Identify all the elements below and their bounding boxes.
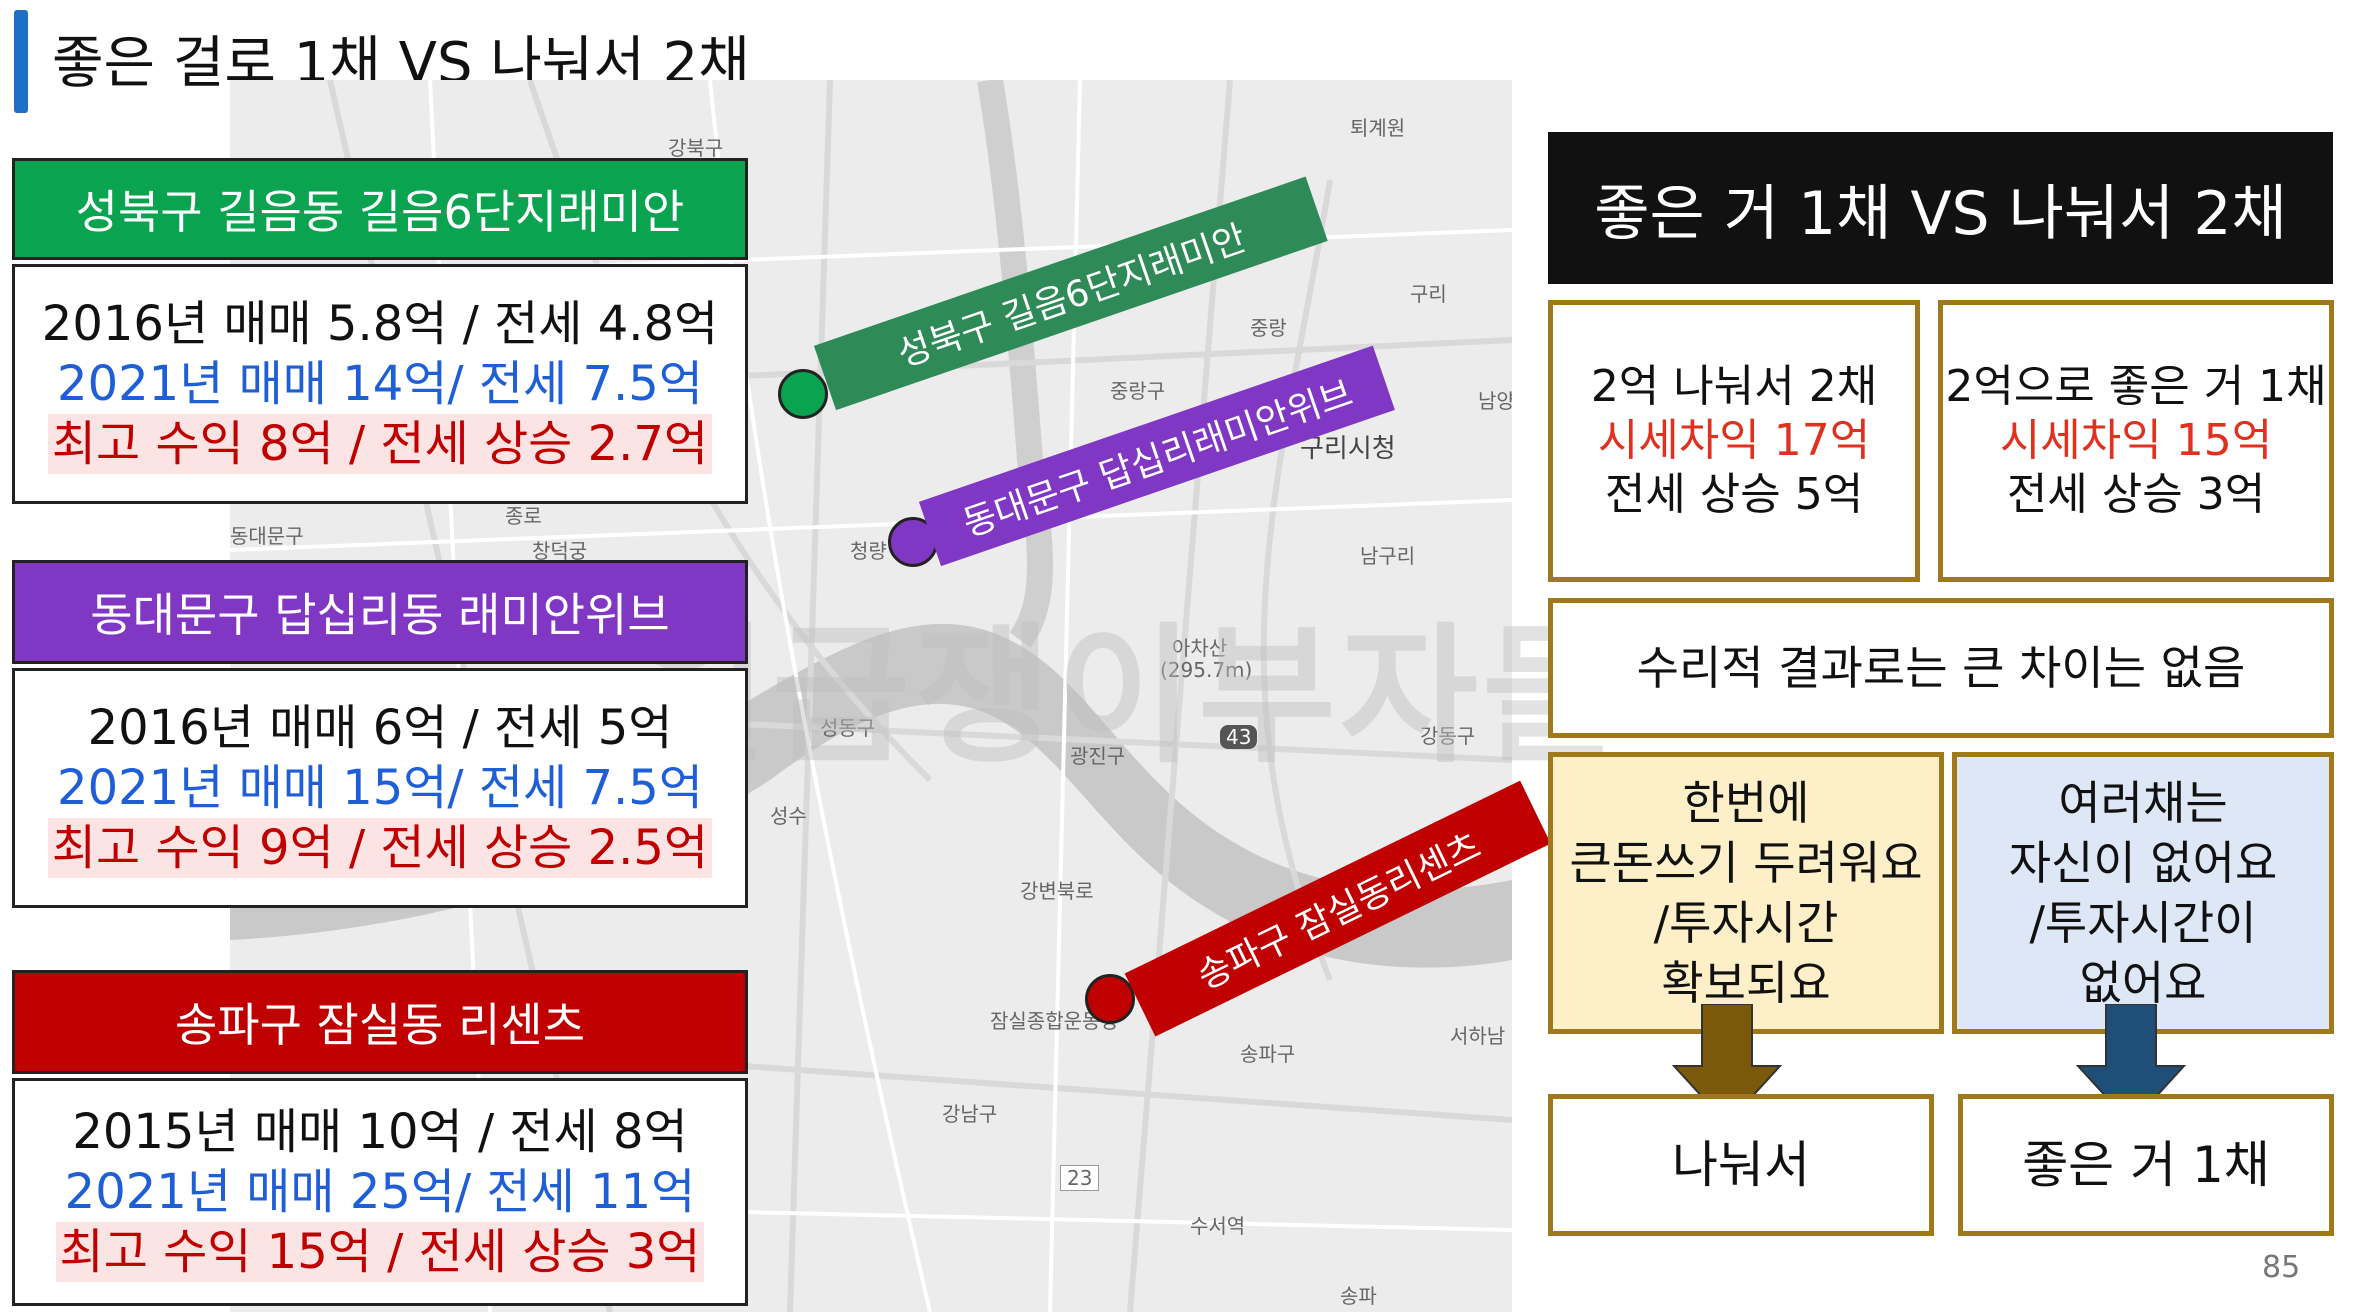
property-info-gileum: 2016년 매매 5.8억 / 전세 4.8억 2021년 매매 14억/ 전세… — [12, 264, 748, 504]
map-label: 성수 — [770, 804, 807, 828]
price-2016: 2016년 매매 5.8억 / 전세 4.8억 — [41, 296, 719, 352]
map-label: 서하남 — [1450, 1024, 1506, 1048]
price-2021: 2021년 매매 25억/ 전세 11억 — [64, 1164, 696, 1220]
one-line2: 시세차익 15억 — [1999, 415, 2273, 466]
split-line1: 2억 나눠서 2채 — [1590, 361, 1878, 412]
map-label: 동대문구 — [230, 524, 304, 548]
one-good-box: 2억으로 좋은 거 1채 시세차익 15억 전세 상승 3억 — [1938, 300, 2334, 582]
property-header-dapsimni: 동대문구 답십리동 래미안위브 — [12, 560, 748, 664]
map-label: 수서역 — [1190, 1214, 1246, 1238]
map-label: 성동구 — [820, 716, 876, 740]
max-profit: 최고 수익 9억 / 전세 상승 2.5억 — [47, 818, 713, 878]
reason-line4: 확보되요 — [1661, 956, 1831, 1010]
map-label: 23 — [1060, 1165, 1100, 1191]
map-label: 남양 — [1478, 389, 1512, 413]
result-one-good: 좋은 거 1채 — [1958, 1094, 2334, 1236]
map-label: 강북구 — [668, 136, 724, 160]
map-label: 구리 — [1410, 282, 1447, 306]
page-number: 85 — [2262, 1250, 2301, 1285]
reason-line1: 여러채는 — [2058, 776, 2228, 830]
one-reason-box: 여러채는 자신이 없어요 /투자시간이 없어요 — [1952, 752, 2334, 1034]
comparison-title: 좋은 거 1채 VS 나눠서 2채 — [1548, 132, 2333, 284]
map-label: 구리시청 — [1300, 434, 1396, 464]
property-header-jamsil: 송파구 잠실동 리센츠 — [12, 970, 748, 1074]
split-reason-box: 한번에 큰돈쓰기 두려워요 /투자시간 확보되요 — [1548, 752, 1944, 1034]
split-two-box: 2억 나눠서 2채 시세차익 17억 전세 상승 5억 — [1548, 300, 1920, 582]
map-label: 강남구 — [942, 1102, 998, 1126]
map-label: 광진구 — [1070, 744, 1126, 768]
map-label: 청량 — [850, 539, 887, 563]
map-label: 강동구 — [1420, 724, 1476, 748]
map-label: 43 — [1220, 725, 1258, 749]
map-marker-jamsil — [1085, 974, 1135, 1024]
reason-line2: 큰돈쓰기 두려워요 — [1569, 836, 1923, 890]
max-profit: 최고 수익 8억 / 전세 상승 2.7억 — [47, 414, 713, 474]
title-accent-bar — [14, 10, 28, 113]
map-label: 송파구 — [1240, 1042, 1296, 1066]
map-label: 강변북로 — [1020, 879, 1094, 903]
map-label: 송파 — [1340, 1284, 1377, 1308]
map-label: 창덕궁 — [532, 539, 588, 563]
reason-line3: /투자시간 — [1653, 896, 1839, 950]
property-info-jamsil: 2015년 매매 10억 / 전세 8억 2021년 매매 25억/ 전세 11… — [12, 1078, 748, 1306]
price-2021: 2021년 매매 15억/ 전세 7.5억 — [57, 760, 703, 816]
split-line3: 전세 상승 5억 — [1604, 469, 1864, 520]
price-2016: 2016년 매매 6억 / 전세 5억 — [87, 700, 673, 756]
reason-line2: 자신이 없어요 — [2008, 836, 2278, 890]
map-marker-gileum — [778, 369, 828, 419]
max-profit: 최고 수익 15억 / 전세 상승 3억 — [55, 1222, 705, 1282]
reason-line1: 한번에 — [1682, 776, 1810, 830]
price-2021: 2021년 매매 14억/ 전세 7.5억 — [57, 356, 703, 412]
map-label: (295.7m) — [1160, 658, 1253, 682]
price-2015: 2015년 매매 10억 / 전세 8억 — [72, 1104, 688, 1160]
property-header-gileum: 성북구 길음동 길음6단지래미안 — [12, 158, 748, 260]
split-line2: 시세차익 17억 — [1597, 415, 1871, 466]
summary-box: 수리적 결과로는 큰 차이는 없음 — [1548, 598, 2334, 738]
watermark: 월급쟁이부자들 — [630, 610, 1625, 784]
reason-line4: 없어요 — [2079, 956, 2207, 1010]
reason-line3: /투자시간이 — [2029, 896, 2257, 950]
one-line1: 2억으로 좋은 거 1채 — [1945, 361, 2327, 412]
map-label: 중랑 — [1250, 316, 1287, 340]
property-info-dapsimni: 2016년 매매 6억 / 전세 5억 2021년 매매 15억/ 전세 7.5… — [12, 668, 748, 908]
map-label: 아차산 — [1172, 636, 1228, 660]
map-label: 퇴계원 — [1350, 116, 1406, 140]
one-line3: 전세 상승 3억 — [2006, 469, 2266, 520]
map-label: 중랑구 — [1110, 379, 1166, 403]
map-label: 종로 — [505, 504, 542, 528]
map-label: 남구리 — [1360, 544, 1416, 568]
result-split: 나눠서 — [1548, 1094, 1934, 1236]
